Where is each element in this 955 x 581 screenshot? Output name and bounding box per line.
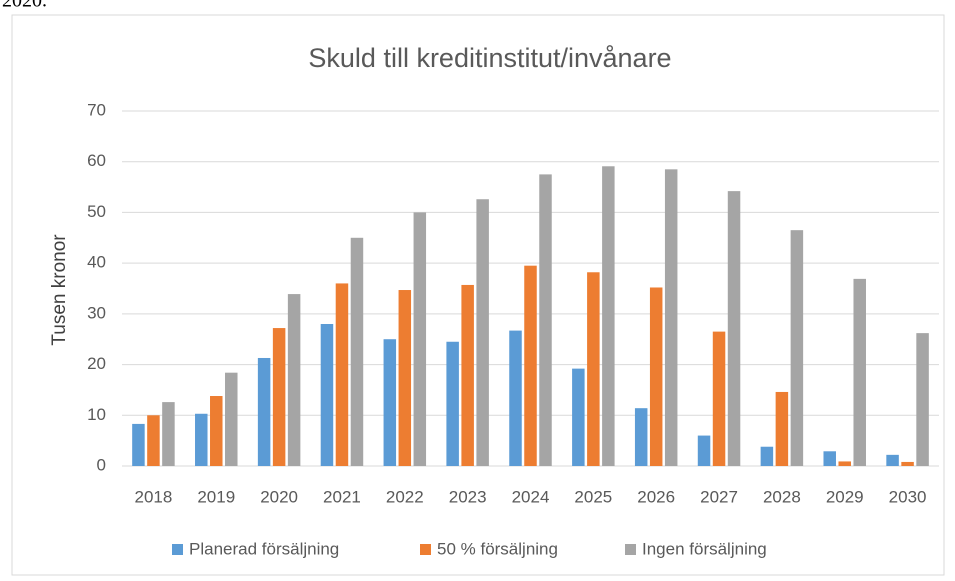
- bar: [823, 451, 836, 466]
- chart-title: Skuld till kreditinstitut/invånare: [308, 43, 671, 73]
- bar: [476, 199, 489, 466]
- y-tick-label: 50: [87, 202, 106, 221]
- x-tick-label: 2029: [826, 487, 864, 506]
- x-tick-label: 2018: [135, 487, 173, 506]
- bar: [886, 454, 899, 466]
- bar: [287, 294, 301, 466]
- legend-label: Ingen försäljning: [642, 539, 767, 558]
- bar: [853, 278, 866, 466]
- bar: [664, 169, 678, 467]
- bar: [210, 396, 223, 466]
- y-tick-label: 20: [87, 354, 106, 373]
- bar: [775, 391, 789, 466]
- bar: [697, 435, 711, 466]
- bar: [132, 423, 145, 466]
- x-tick-label: 2027: [700, 487, 738, 506]
- bar: [147, 415, 160, 466]
- bar: [509, 330, 522, 466]
- x-tick-label: 2024: [512, 487, 550, 506]
- legend-swatch: [172, 544, 183, 555]
- bar: [587, 272, 600, 466]
- bar: [634, 408, 648, 466]
- bar: [350, 237, 364, 466]
- x-tick-label: 2019: [197, 487, 235, 506]
- x-tick-label: 2025: [574, 487, 612, 506]
- legend-swatch: [420, 544, 431, 555]
- x-tick-label: 2030: [889, 487, 927, 506]
- bar: [398, 290, 412, 466]
- bar: [649, 287, 663, 466]
- bar: [838, 461, 851, 466]
- bar: [257, 357, 271, 466]
- bar: [383, 339, 397, 466]
- bar: [916, 333, 929, 466]
- bar: [446, 341, 459, 466]
- y-tick-label: 60: [87, 151, 106, 170]
- x-tick-label: 2022: [386, 487, 424, 506]
- x-tick-label: 2021: [323, 487, 361, 506]
- bar: [760, 446, 774, 466]
- bar: [727, 191, 741, 466]
- y-tick-label: 40: [87, 253, 106, 272]
- bar: [162, 402, 175, 466]
- bar: [901, 461, 914, 466]
- bar: [712, 331, 726, 466]
- y-tick-label: 30: [87, 303, 106, 322]
- bar: [602, 166, 615, 466]
- x-tick-label: 2026: [637, 487, 675, 506]
- legend-label: 50 % försäljning: [437, 539, 558, 558]
- caption-fragment: 2020.: [2, 0, 47, 12]
- bar: [272, 328, 286, 466]
- bar: [539, 174, 552, 466]
- bar: [225, 372, 238, 466]
- x-tick-label: 2028: [763, 487, 801, 506]
- y-axis-label: Tusen kronor: [49, 234, 70, 346]
- bar: [320, 324, 334, 466]
- x-tick-label: 2023: [449, 487, 487, 506]
- y-tick-label: 0: [97, 455, 106, 474]
- x-tick-label: 2020: [260, 487, 298, 506]
- y-tick-label: 10: [87, 405, 106, 424]
- bar: [413, 212, 427, 466]
- bar: [524, 265, 537, 466]
- bar: [790, 230, 804, 466]
- bar: [461, 284, 474, 466]
- bar: [195, 413, 208, 466]
- bar: [572, 368, 585, 466]
- legend-swatch: [625, 544, 636, 555]
- y-tick-label: 70: [87, 100, 106, 119]
- bar: [335, 283, 349, 466]
- legend-label: Planerad försäljning: [189, 539, 339, 558]
